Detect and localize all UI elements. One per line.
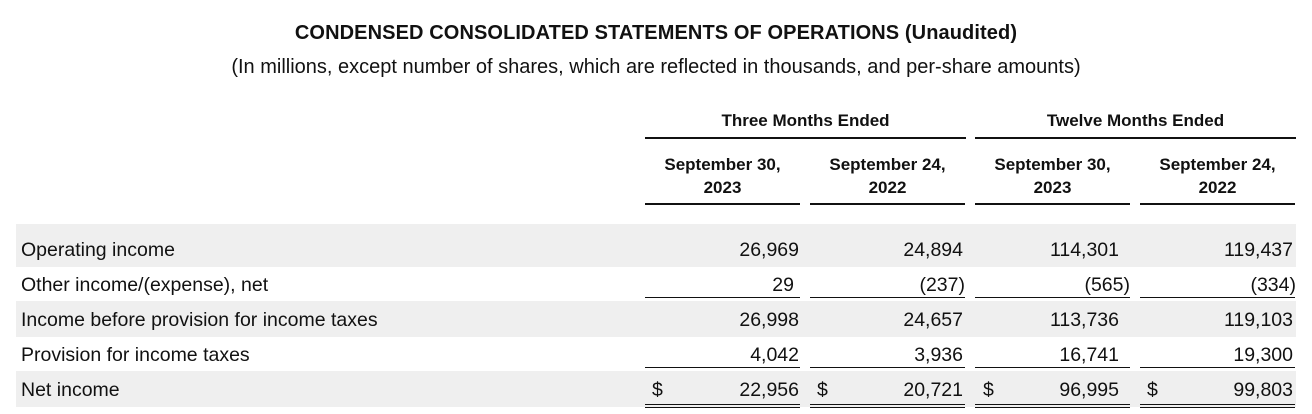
column-header-date: September 24, <box>829 155 946 174</box>
subtotal-rule <box>810 367 965 368</box>
value-fy-2022: 19,300 <box>1233 344 1293 366</box>
subtotal-rule <box>810 297 965 298</box>
table-row-income-before-taxes: Income before provision for income taxes… <box>16 301 1296 337</box>
column-header-year: 2022 <box>1198 178 1237 197</box>
value-fy-2023: 16,741 <box>1059 344 1119 366</box>
column-header-year: 2023 <box>1033 178 1072 197</box>
subtotal-rule <box>1140 367 1295 368</box>
row-label: Other income/(expense), net <box>21 274 269 296</box>
total-double-rule <box>810 404 965 408</box>
column-header-date: September 30, <box>994 155 1111 174</box>
statement-title: CONDENSED CONSOLIDATED STATEMENTS OF OPE… <box>294 22 1018 44</box>
value-fy-2022: 119,103 <box>1223 309 1293 331</box>
subtotal-rule <box>975 367 1130 368</box>
value-fy-2022: 119,437 <box>1223 239 1293 261</box>
column-header-fy-2023: September 30, 2023 <box>975 153 1130 205</box>
value-fy-2022: (334) <box>1250 274 1296 296</box>
value-q4-2023: 26,998 <box>739 309 799 331</box>
row-label: Provision for income taxes <box>21 344 250 366</box>
column-header-date: September 24, <box>1159 155 1276 174</box>
row-label: Income before provision for income taxes <box>21 309 378 331</box>
subtotal-rule <box>975 297 1130 298</box>
column-header-q4-2022: September 24, 2022 <box>810 153 965 205</box>
table-row-other-income: Other income/(expense), net 29 (237) (56… <box>16 266 1296 302</box>
value-q4-2022: 24,894 <box>903 239 963 261</box>
value-q4-2022: 3,936 <box>914 344 963 366</box>
currency-symbol: $ <box>1147 379 1158 401</box>
value-fy-2023: 114,301 <box>1049 239 1119 261</box>
total-double-rule <box>975 404 1130 408</box>
value-q4-2022: 24,657 <box>903 309 963 331</box>
value-fy-2023: 96,995 <box>1059 379 1119 401</box>
value-q4-2023: 22,956 <box>739 379 799 401</box>
currency-symbol: $ <box>983 379 994 401</box>
currency-symbol: $ <box>817 379 828 401</box>
value-q4-2022: (237) <box>919 274 965 296</box>
table-row-operating-income: Operating income 26,969 24,894 114,301 1… <box>16 231 1296 267</box>
subtotal-rule <box>645 297 800 298</box>
subtotal-rule <box>645 367 800 368</box>
value-q4-2022: 20,721 <box>903 379 963 401</box>
column-header-year: 2022 <box>868 178 907 197</box>
group-header-three-months: Three Months Ended <box>645 111 966 139</box>
value-q4-2023: 26,969 <box>739 239 799 261</box>
value-q4-2023: 29 <box>772 274 794 296</box>
total-double-rule <box>645 404 800 408</box>
value-fy-2023: (565) <box>1084 274 1130 296</box>
value-q4-2023: 4,042 <box>750 344 799 366</box>
currency-symbol: $ <box>652 379 663 401</box>
value-fy-2022: 99,803 <box>1233 379 1293 401</box>
table-row-provision-for-taxes: Provision for income taxes 4,042 3,936 1… <box>16 336 1296 372</box>
column-header-date: September 30, <box>664 155 781 174</box>
subtotal-rule <box>1140 297 1295 298</box>
group-header-twelve-months: Twelve Months Ended <box>975 111 1296 139</box>
row-label: Operating income <box>21 239 175 261</box>
table-spacer-band <box>16 224 1296 232</box>
row-label: Net income <box>21 379 120 401</box>
value-fy-2023: 113,736 <box>1049 309 1119 331</box>
column-header-fy-2022: September 24, 2022 <box>1140 153 1295 205</box>
column-header-q4-2023: September 30, 2023 <box>645 153 800 205</box>
statement-subtitle: (In millions, except number of shares, w… <box>231 56 1081 78</box>
total-double-rule <box>1140 404 1295 408</box>
column-header-year: 2023 <box>703 178 742 197</box>
table-row-net-income: Net income $ 22,956 $ 20,721 $ 96,995 $ … <box>16 371 1296 407</box>
